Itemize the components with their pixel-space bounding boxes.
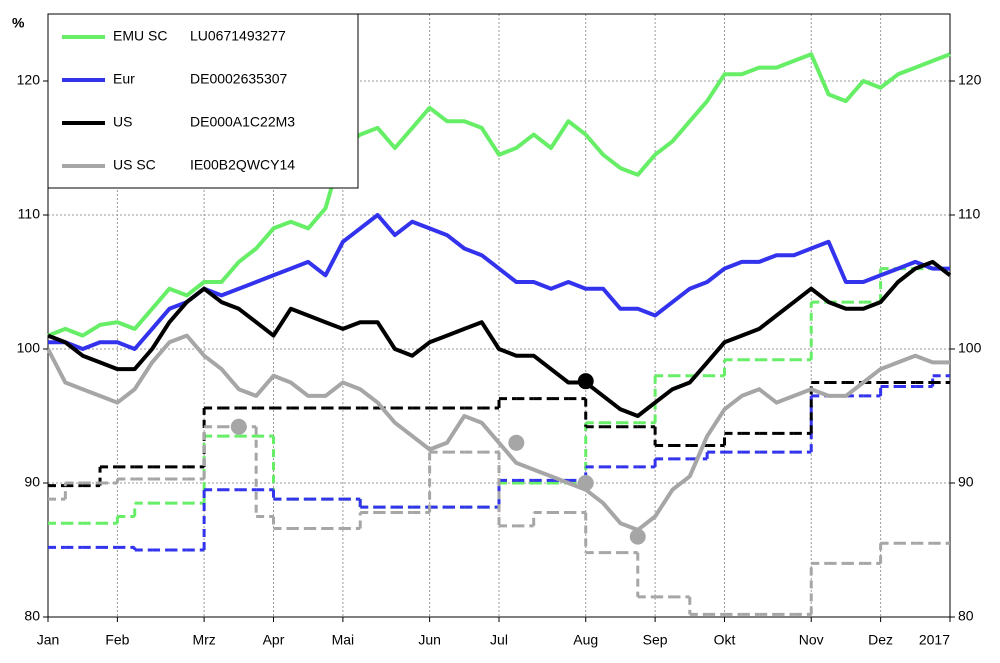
y2-tick-label: 100 — [958, 340, 982, 356]
step-line — [48, 425, 950, 616]
legend-isin: DE000A1C22M3 — [190, 114, 295, 130]
x-tick-label: Aug — [573, 632, 598, 648]
y-axis-label: % — [12, 15, 25, 31]
x-tick-label: Okt — [714, 632, 736, 648]
marker — [230, 418, 247, 435]
legend-label: Eur — [113, 71, 135, 87]
x-tick-label: Nov — [799, 632, 824, 648]
y-tick-label: 120 — [17, 72, 41, 88]
x-tick-label: Jun — [418, 632, 441, 648]
series-line — [47, 52, 951, 338]
x-tick-label: Jul — [490, 632, 508, 648]
x-tick-label: Apr — [263, 632, 285, 648]
legend-box — [47, 13, 359, 189]
x-tick-label: Mrz — [192, 632, 215, 648]
y-tick-label: 80 — [24, 608, 40, 624]
step-line — [48, 381, 950, 488]
x-tick-label: Sep — [643, 632, 668, 648]
y2-tick-label: 80 — [958, 608, 974, 624]
legend: EMU SC LU0671493277 Eur DE0002635307 US DE000… — [47, 13, 359, 189]
legend-label: US — [113, 114, 132, 130]
x-tick-label: 2017 — [919, 632, 950, 648]
x-tick-label: Feb — [105, 632, 129, 648]
marker — [577, 373, 594, 390]
legend-isin: IE00B2QWCY14 — [190, 157, 295, 173]
y2-tick-label: 90 — [958, 474, 974, 490]
legend-isin: DE0002635307 — [190, 71, 288, 87]
x-tick-label: Dez — [868, 632, 893, 648]
legend-isin: LU0671493277 — [190, 28, 286, 44]
x-tick-label: Mai — [332, 632, 355, 648]
step-line — [48, 374, 950, 552]
plot-frame — [47, 13, 951, 618]
series-line — [46, 333, 950, 532]
y2-tick-label: 110 — [958, 206, 981, 222]
series-line — [47, 259, 952, 418]
legend-label: EMU SC — [113, 28, 167, 44]
y-tick-label: 100 — [17, 340, 41, 356]
marker — [508, 434, 525, 451]
x-tick-label: Jan — [37, 632, 60, 648]
y2-tick-label: 120 — [958, 72, 982, 88]
marker — [629, 528, 646, 545]
y-tick-label: 110 — [18, 206, 41, 222]
legend-label: US SC — [113, 157, 156, 173]
marker — [577, 475, 594, 491]
y-tick-label: 90 — [24, 474, 40, 490]
